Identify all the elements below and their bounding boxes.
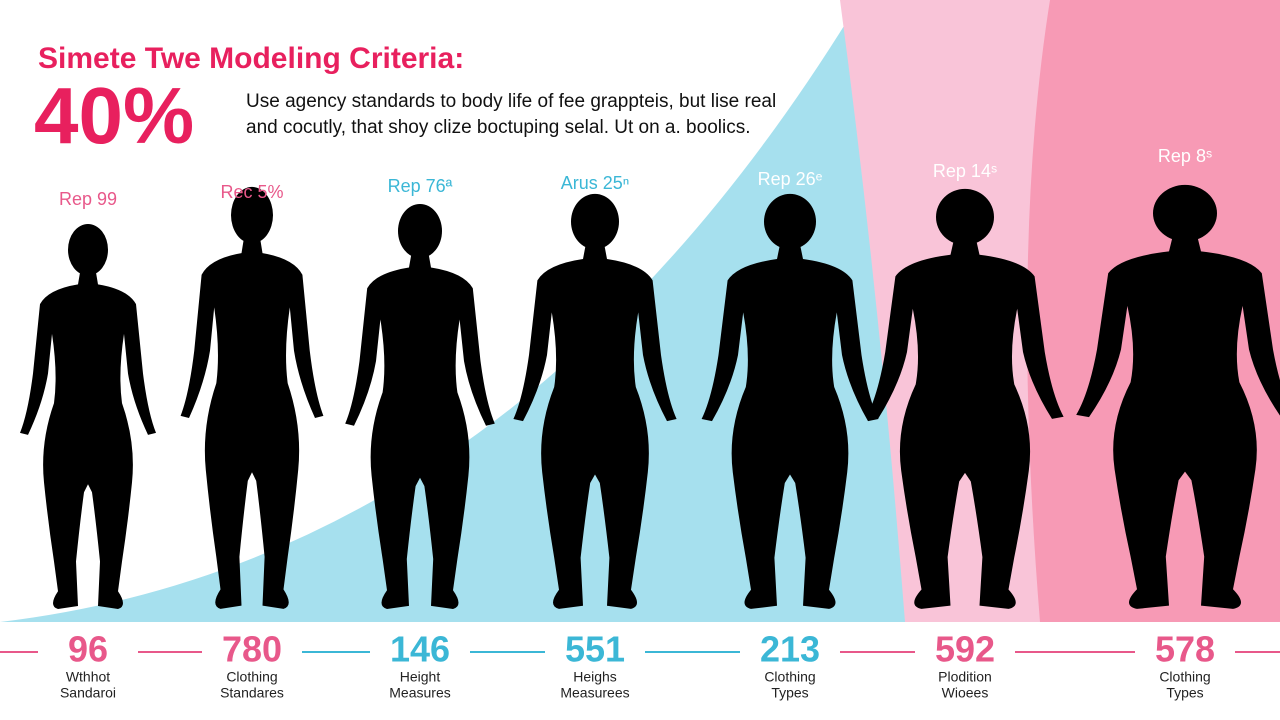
figure-number: 592 — [935, 629, 995, 670]
figure-number: 780 — [222, 629, 282, 670]
figure-caption: Wthhot — [66, 669, 110, 685]
figure-number: 551 — [565, 629, 625, 670]
figure-caption: Sandaroi — [60, 685, 116, 701]
headline: 40% — [34, 71, 194, 160]
figure-number: 578 — [1155, 629, 1215, 670]
figure-label: Rep 99 — [59, 189, 117, 209]
figure-number: 96 — [68, 629, 108, 670]
figure-caption: Heighs — [573, 669, 617, 685]
figure-number: 213 — [760, 629, 820, 670]
description: Use agency standards to body life of fee… — [246, 91, 776, 112]
silhouette — [20, 224, 156, 610]
figure-caption: Types — [771, 685, 808, 701]
figure-caption: Wioees — [942, 685, 989, 701]
figure-caption: Clothing — [226, 669, 277, 685]
footer-band — [0, 622, 1280, 720]
figure-caption: Clothing — [1159, 669, 1210, 685]
figure-label: Rep 76ª — [388, 176, 453, 196]
title: Simete Twe Modeling Criteria: — [38, 42, 464, 75]
figure-label: Rec 5% — [220, 182, 283, 202]
figure-caption: Height — [400, 669, 441, 685]
figure-label: Arus 25ⁿ — [561, 173, 630, 193]
figure-number: 146 — [390, 629, 450, 670]
figure-caption: Types — [1166, 685, 1203, 701]
figure-label: Rep 8ˢ — [1158, 146, 1212, 166]
figure-label: Rep 26ᵉ — [758, 169, 823, 189]
figure-caption: Standares — [220, 685, 284, 701]
description: and cocutly, that shoy clize boctuping s… — [246, 117, 750, 138]
figure-label: Rep 14ˢ — [933, 161, 997, 181]
figure-caption: Measures — [389, 685, 450, 701]
figure-caption: Clothing — [764, 669, 815, 685]
figure-caption: Plodition — [938, 669, 992, 685]
figure-caption: Measurees — [560, 685, 629, 701]
